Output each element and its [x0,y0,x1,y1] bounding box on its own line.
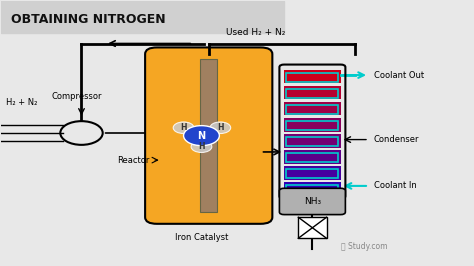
Bar [284,182,341,196]
Text: H₂ + N₂: H₂ + N₂ [6,98,37,107]
Bar [286,121,338,130]
Bar [201,59,217,212]
Bar [284,166,341,180]
Text: Condenser: Condenser [374,135,419,144]
Bar [284,198,341,212]
Bar [286,73,338,82]
Circle shape [183,126,219,146]
Bar [298,217,327,238]
FancyBboxPatch shape [279,188,346,215]
Bar [284,118,341,132]
Bar [284,134,341,148]
Bar [286,89,338,98]
Bar [286,185,338,194]
Circle shape [173,122,194,134]
Text: H: H [217,123,224,132]
Text: NH₃: NH₃ [304,197,321,206]
Bar [1,1,284,33]
Bar [284,150,341,164]
Text: Coolant In: Coolant In [374,181,416,190]
Text: Reactor: Reactor [118,156,150,165]
Text: N: N [197,131,206,141]
Text: Iron Catalyst: Iron Catalyst [175,233,228,242]
Text: Ⓞ Study.com: Ⓞ Study.com [341,242,388,251]
Circle shape [191,141,212,152]
Circle shape [210,122,231,134]
Text: OBTAINING NITROGEN: OBTAINING NITROGEN [11,13,165,26]
Text: Used H₂ + N₂: Used H₂ + N₂ [226,28,285,37]
Bar [286,153,338,162]
Bar [286,169,338,178]
Text: Coolant Out: Coolant Out [374,70,424,80]
Bar [286,202,338,210]
Bar [286,105,338,114]
Text: Compressor: Compressor [52,92,102,101]
Bar [284,102,341,115]
Bar [284,70,341,83]
Text: H: H [198,142,205,151]
FancyBboxPatch shape [145,47,273,224]
Text: H: H [180,123,187,132]
Bar [284,86,341,99]
Bar [286,137,338,146]
